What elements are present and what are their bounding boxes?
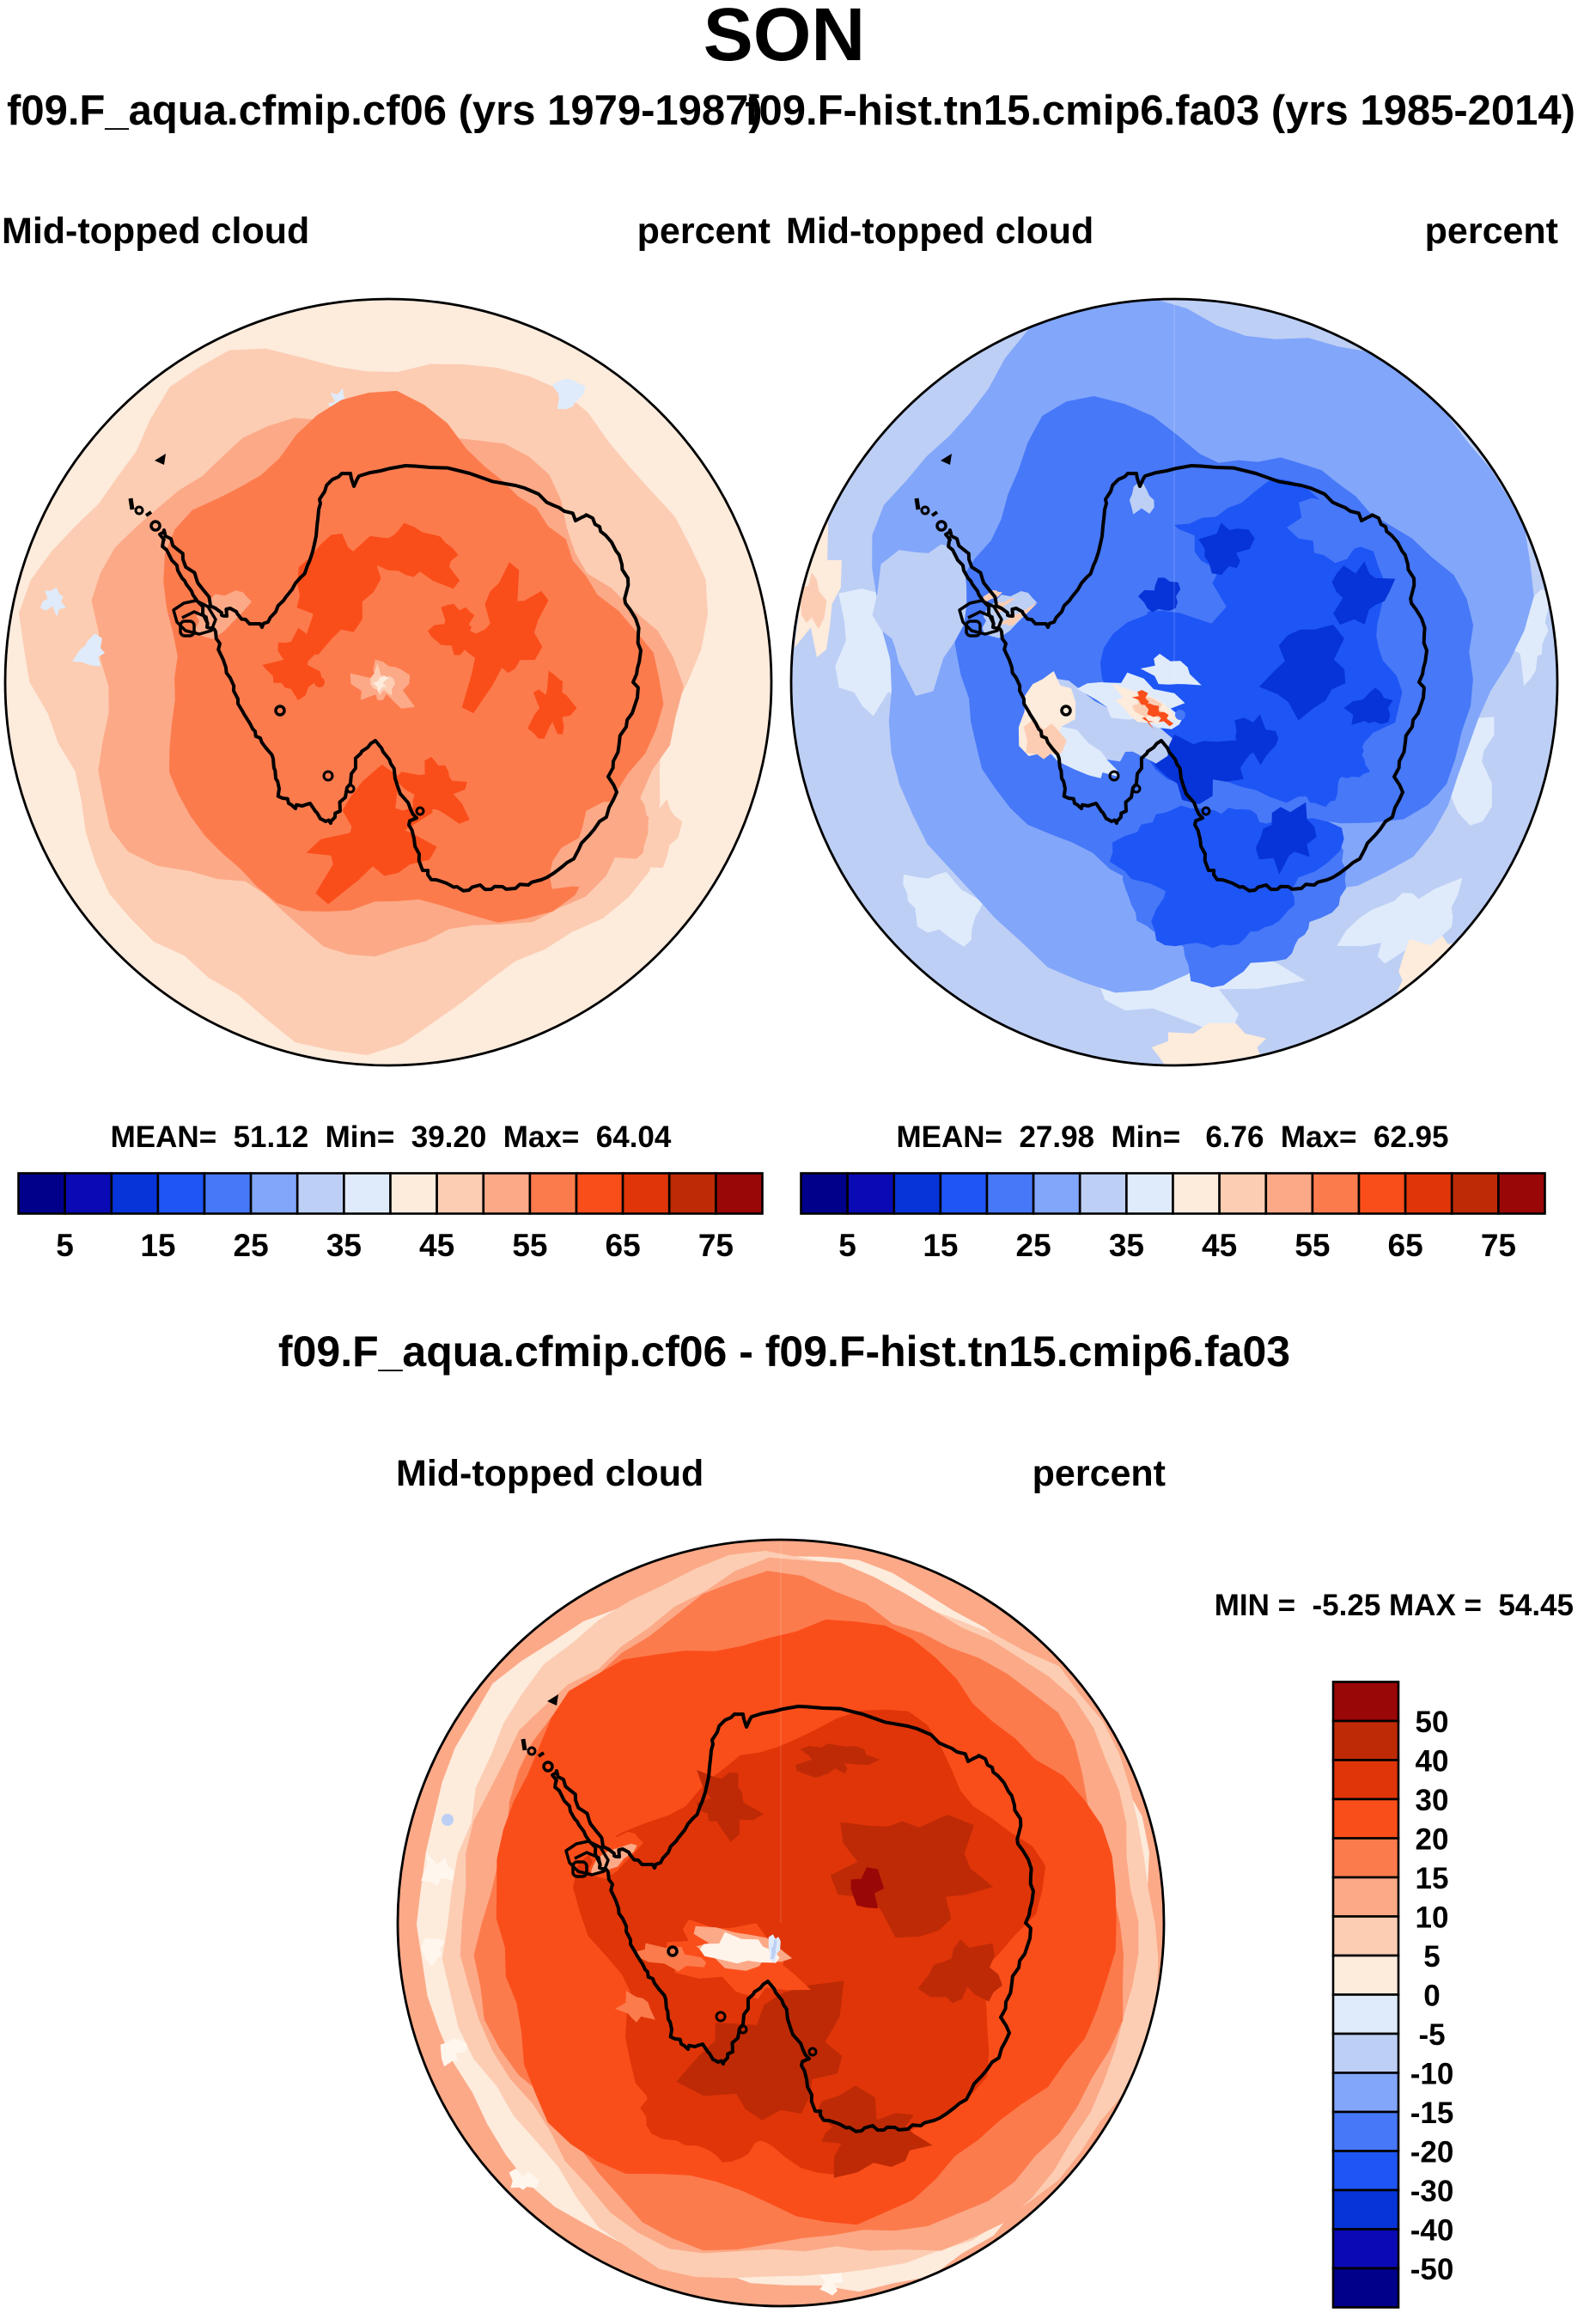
svg-text:45: 45 — [1202, 1228, 1237, 1263]
svg-text:15: 15 — [140, 1228, 175, 1263]
svg-text:15: 15 — [1416, 1862, 1449, 1895]
svg-text:MIN = -5.25 MAX = 54.45: MIN = -5.25 MAX = 54.45 — [1215, 1589, 1574, 1622]
svg-text:40: 40 — [1416, 1745, 1449, 1779]
svg-text:5: 5 — [1423, 1940, 1440, 1974]
svg-text:MEAN= 51.12 Min= 39.20 Max: MEAN= 51.12 Min= 39.20 Max= 64.04 — [111, 1120, 672, 1154]
svg-text:Mid-topped cloud: Mid-topped cloud — [786, 211, 1093, 252]
svg-text:f09.F_aqua.cfmip.cf06 (yrs 197: f09.F_aqua.cfmip.cf06 (yrs 1979-1987) — [7, 88, 763, 134]
svg-text:65: 65 — [606, 1228, 641, 1263]
svg-text:75: 75 — [698, 1228, 734, 1263]
svg-text:15: 15 — [923, 1228, 958, 1263]
svg-text:5: 5 — [56, 1228, 74, 1263]
svg-text:65: 65 — [1388, 1228, 1423, 1263]
svg-text:5: 5 — [838, 1228, 856, 1263]
svg-text:SON: SON — [704, 0, 866, 76]
svg-text:Mid-topped cloud: Mid-topped cloud — [2, 211, 309, 252]
svg-text:20: 20 — [1416, 1823, 1449, 1857]
svg-text:-15: -15 — [1410, 2096, 1454, 2130]
svg-text:75: 75 — [1481, 1228, 1516, 1263]
svg-text:-20: -20 — [1410, 2136, 1454, 2169]
svg-text:25: 25 — [1016, 1228, 1051, 1263]
svg-text:Mid-topped cloud: Mid-topped cloud — [396, 1453, 704, 1494]
svg-text:-5: -5 — [1418, 2018, 1445, 2052]
svg-text:25: 25 — [234, 1228, 269, 1263]
svg-text:35: 35 — [1109, 1228, 1144, 1263]
svg-text:-30: -30 — [1410, 2175, 1454, 2208]
svg-text:50: 50 — [1416, 1706, 1449, 1739]
svg-text:-10: -10 — [1410, 2058, 1454, 2091]
svg-text:10: 10 — [1416, 1901, 1449, 1935]
svg-text:percent: percent — [1425, 211, 1558, 252]
svg-text:f09.F_aqua.cfmip.cf06 - f09.F-: f09.F_aqua.cfmip.cf06 - f09.F-hist.tn15.… — [278, 1327, 1290, 1376]
svg-text:0: 0 — [1423, 1980, 1440, 2013]
svg-text:45: 45 — [419, 1228, 454, 1263]
svg-text:percent: percent — [637, 211, 771, 252]
svg-text:MEAN= 27.98 Min= 6.76 Max: MEAN= 27.98 Min= 6.76 Max= 62.95 — [897, 1120, 1449, 1154]
svg-text:percent: percent — [1033, 1453, 1166, 1494]
svg-text:55: 55 — [1294, 1228, 1330, 1263]
svg-text:f09.F-hist.tn15.cmip6.fa03 (yr: f09.F-hist.tn15.cmip6.fa03 (yrs 1985-201… — [745, 88, 1575, 134]
svg-text:30: 30 — [1416, 1784, 1449, 1817]
svg-text:55: 55 — [512, 1228, 547, 1263]
svg-text:-40: -40 — [1410, 2214, 1454, 2248]
svg-text:35: 35 — [326, 1228, 362, 1263]
svg-text:-50: -50 — [1410, 2253, 1454, 2286]
